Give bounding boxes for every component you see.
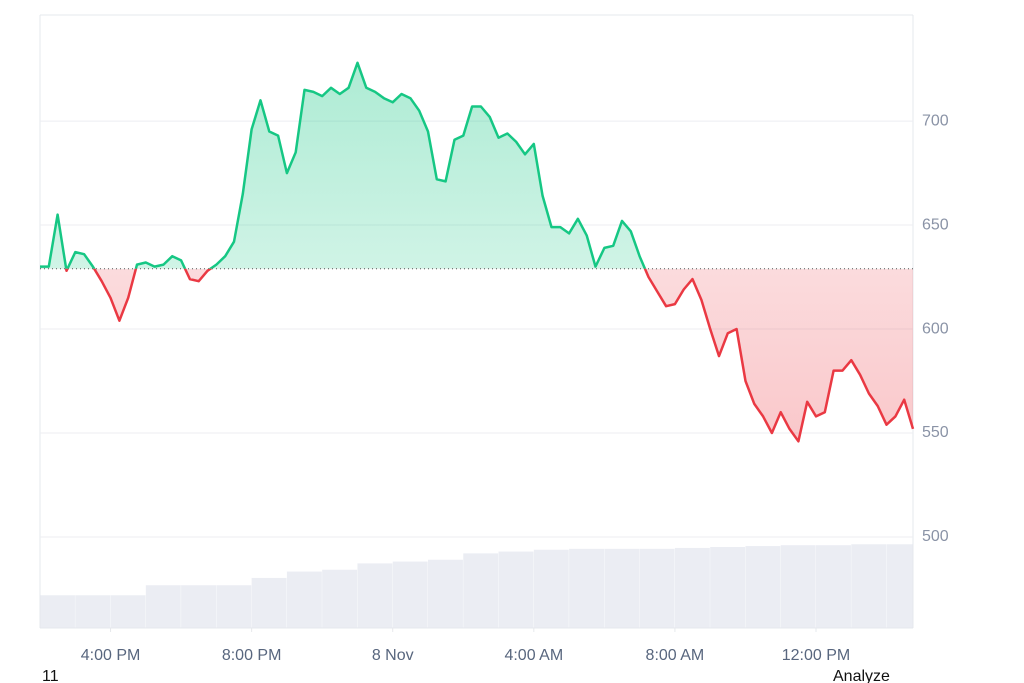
volume-bar — [780, 545, 816, 628]
volume-bar — [110, 595, 146, 628]
volume-bar — [886, 544, 913, 628]
area-up — [40, 62, 913, 269]
x-tick-label: 4:00 AM — [504, 647, 563, 664]
x-tick-label: 12:00 PM — [782, 647, 850, 664]
volume-bar — [428, 559, 463, 628]
x-tick-label: 4:00 PM — [81, 647, 141, 664]
area-down — [66, 268, 913, 442]
volume-bar — [674, 547, 710, 628]
volume-bar — [40, 595, 75, 628]
volume-bar — [498, 551, 534, 628]
volume-bar — [392, 561, 428, 628]
price-line-down — [64, 268, 915, 443]
x-tick-label: 8 Nov — [372, 647, 414, 664]
x-tick-label: 8:00 AM — [646, 647, 705, 664]
volume-bar — [533, 549, 569, 628]
volume-bar — [463, 553, 499, 628]
volume-bar — [745, 546, 781, 628]
y-tick-label: 550 — [922, 424, 949, 441]
y-tick-label: 600 — [922, 320, 949, 337]
volume-bar — [286, 571, 322, 628]
x-tick-label: 8:00 PM — [222, 647, 282, 664]
volume-bar — [604, 548, 640, 628]
volume-bar — [145, 585, 181, 628]
volume-bar — [322, 569, 358, 628]
volume-bar — [816, 545, 851, 628]
volume-bar — [216, 585, 252, 628]
price-line-up — [40, 61, 647, 269]
volume-bar — [569, 548, 605, 628]
volume-bar — [357, 563, 393, 628]
footer-right[interactable]: Analyze — [833, 668, 890, 683]
y-tick-label: 500 — [922, 528, 949, 545]
volume-bar — [181, 585, 217, 628]
volume-bar — [710, 547, 746, 628]
volume-bar — [75, 595, 111, 628]
footer-left: 11 — [42, 668, 59, 683]
volume-bar — [851, 544, 887, 628]
volume-bar — [639, 548, 675, 628]
volume-bar — [251, 577, 287, 628]
y-tick-label: 700 — [922, 112, 949, 129]
y-tick-label: 650 — [922, 216, 949, 233]
